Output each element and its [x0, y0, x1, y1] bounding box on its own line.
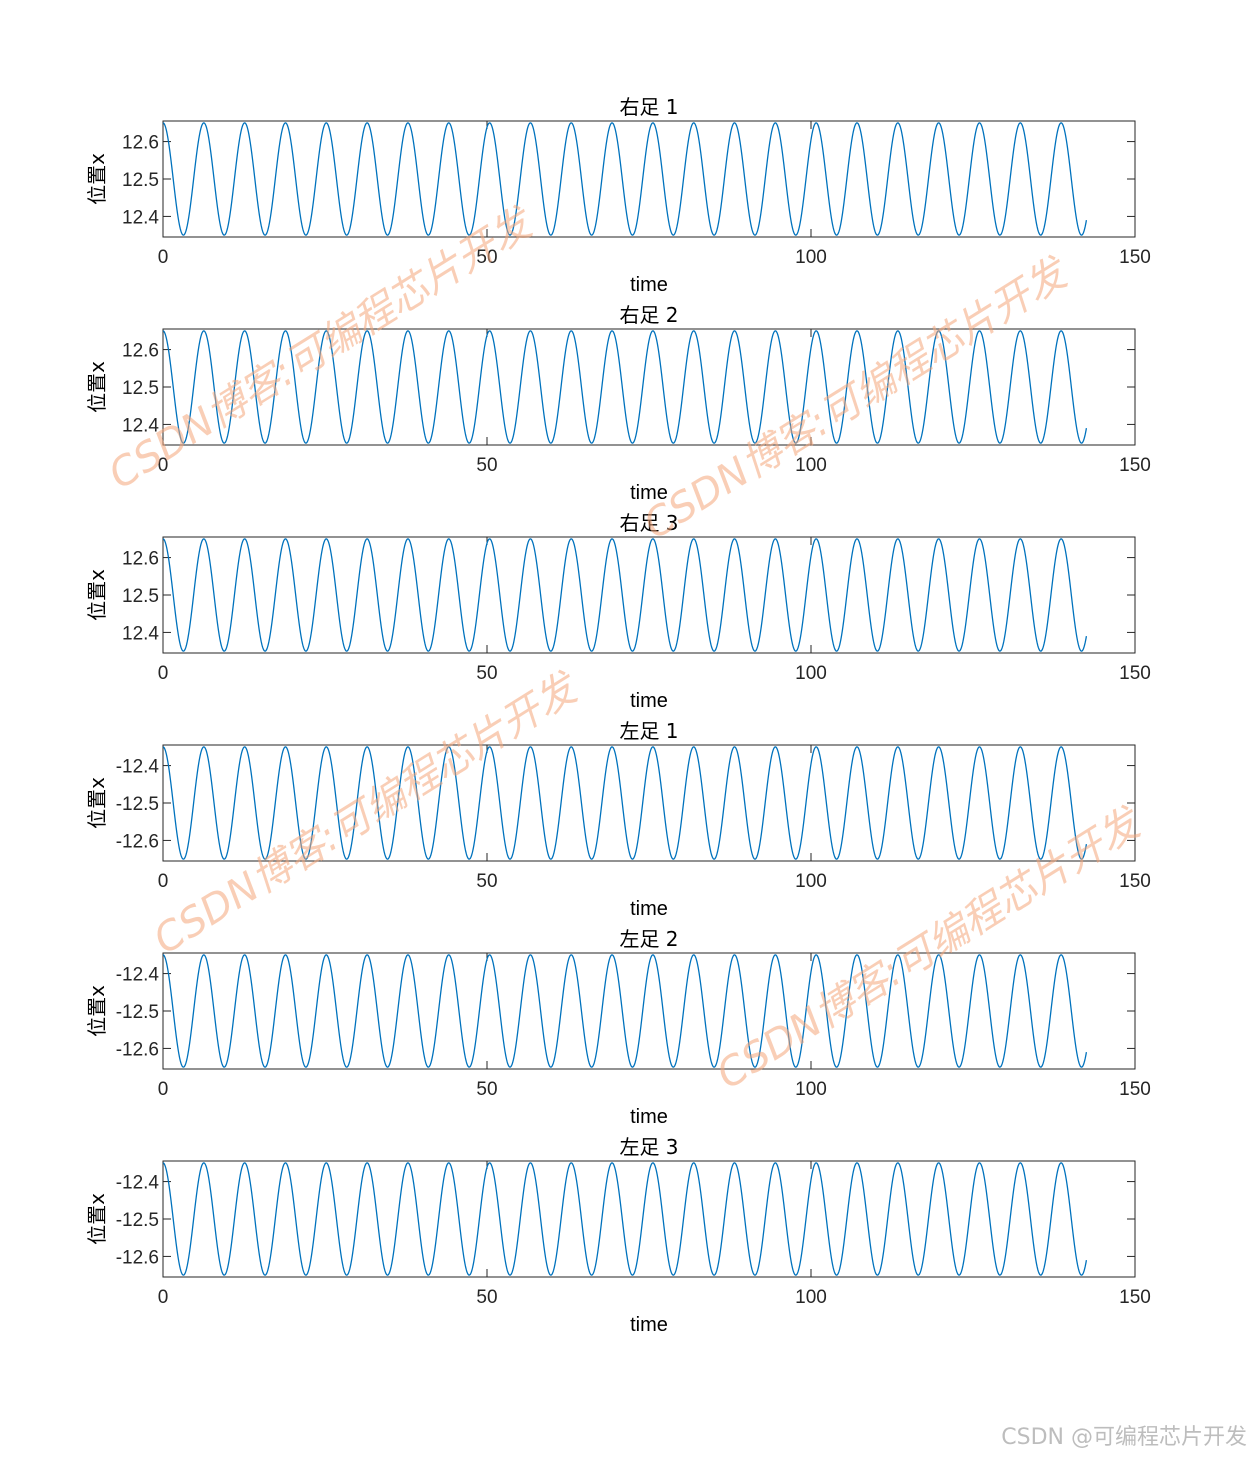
y-tick-label-4-1: -12.5	[116, 794, 159, 815]
x-tick-label-3-3: 150	[1119, 663, 1151, 684]
subplot-title-5: 左足 2	[619, 927, 678, 951]
y-tick-label-6-1: -12.5	[116, 1210, 159, 1231]
x-tick-label-5-0: 0	[158, 1079, 169, 1100]
x-axis-label-2: time	[630, 482, 668, 504]
x-tick-label-2-2: 100	[795, 455, 827, 476]
x-tick-label-3-2: 100	[795, 663, 827, 684]
axes-box-3	[162, 536, 1136, 654]
y-tick-label-3-1: 12.5	[122, 586, 159, 607]
x-tick-label-2-0: 0	[158, 455, 169, 476]
y-axis-label-6: 位置x	[85, 1193, 109, 1245]
x-axis-label-1: time	[630, 274, 668, 296]
y-tick-label-1-2: 12.6	[122, 133, 159, 154]
y-tick-label-2-0: 12.4	[122, 415, 159, 436]
y-tick-label-6-2: -12.6	[116, 1247, 159, 1268]
x-axis-label-5: time	[630, 1106, 668, 1128]
y-axis-label-1: 位置x	[85, 153, 109, 205]
x-tick-label-2-3: 150	[1119, 455, 1151, 476]
series-line-2	[162, 330, 1088, 444]
series-line-1	[162, 122, 1088, 236]
axes-box-4	[162, 744, 1136, 862]
y-tick-label-3-0: 12.4	[122, 623, 159, 644]
axes-box-1	[162, 120, 1136, 238]
y-tick-label-4-2: -12.6	[116, 831, 159, 852]
x-tick-label-5-2: 100	[795, 1079, 827, 1100]
x-tick-label-1-2: 100	[795, 247, 827, 268]
y-tick-label-5-0: -12.4	[116, 965, 160, 986]
x-tick-label-3-1: 50	[476, 663, 497, 684]
series-line-3	[162, 538, 1088, 652]
x-tick-label-6-3: 150	[1119, 1287, 1151, 1308]
subplot-title-3: 右足 3	[619, 511, 678, 535]
x-tick-label-2-1: 50	[476, 455, 497, 476]
subplot-title-1: 右足 1	[619, 95, 678, 119]
x-axis-label-4: time	[630, 898, 668, 920]
x-tick-label-4-1: 50	[476, 871, 497, 892]
x-tick-label-5-3: 150	[1119, 1079, 1151, 1100]
x-tick-label-4-2: 100	[795, 871, 827, 892]
x-tick-label-3-0: 0	[158, 663, 169, 684]
y-axis-label-4: 位置x	[85, 777, 109, 829]
y-axis-label-2: 位置x	[85, 361, 109, 413]
y-tick-label-2-1: 12.5	[122, 378, 159, 399]
subplot-title-6: 左足 3	[619, 1135, 678, 1159]
y-tick-label-1-1: 12.5	[122, 170, 159, 191]
y-tick-label-5-1: -12.5	[116, 1002, 159, 1023]
axes-box-6	[162, 1160, 1136, 1278]
x-tick-label-4-3: 150	[1119, 871, 1151, 892]
x-tick-label-4-0: 0	[158, 871, 169, 892]
series-line-4	[162, 746, 1088, 860]
footer-credit: CSDN @可编程芯片开发	[1001, 1425, 1247, 1450]
y-tick-label-3-2: 12.6	[122, 549, 159, 570]
subplot-title-2: 右足 2	[619, 303, 678, 327]
subplot-title-4: 左足 1	[619, 719, 678, 743]
x-tick-label-6-2: 100	[795, 1287, 827, 1308]
x-axis-label-3: time	[630, 690, 668, 712]
x-axis-label-6: time	[630, 1314, 668, 1336]
y-tick-label-2-2: 12.6	[122, 341, 159, 362]
series-line-5	[162, 954, 1088, 1068]
x-tick-label-1-0: 0	[158, 247, 169, 268]
axes-box-5	[162, 952, 1136, 1070]
y-axis-label-5: 位置x	[85, 985, 109, 1037]
x-tick-label-5-1: 50	[476, 1079, 497, 1100]
y-tick-label-6-0: -12.4	[116, 1173, 160, 1194]
y-tick-label-5-2: -12.6	[116, 1039, 159, 1060]
y-axis-label-3: 位置x	[85, 569, 109, 621]
y-tick-label-1-0: 12.4	[122, 207, 159, 228]
x-tick-label-6-1: 50	[476, 1287, 497, 1308]
x-tick-label-1-1: 50	[476, 247, 497, 268]
x-tick-label-6-0: 0	[158, 1287, 169, 1308]
series-line-6	[162, 1162, 1088, 1276]
x-tick-label-1-3: 150	[1119, 247, 1151, 268]
y-tick-label-4-0: -12.4	[116, 757, 160, 778]
